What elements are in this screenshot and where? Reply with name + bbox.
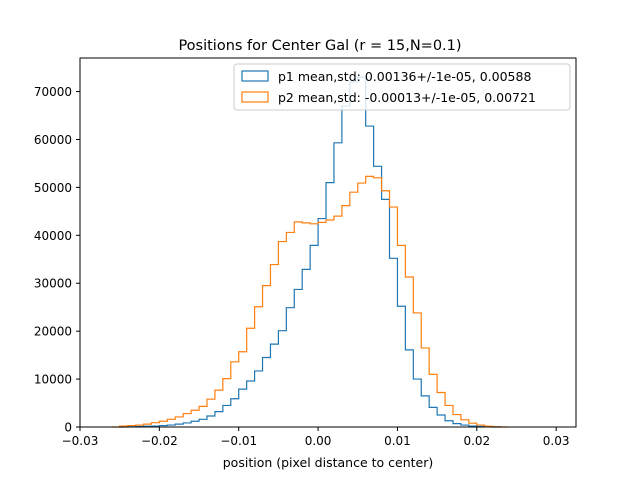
- y-tick-label: 60000: [34, 133, 72, 147]
- y-tick-label: 50000: [34, 181, 72, 195]
- y-tick-label: 0: [64, 421, 72, 435]
- x-tick-label: −0.02: [141, 434, 178, 448]
- x-axis-label: position (pixel distance to center): [223, 455, 433, 470]
- x-tick-label: 0.03: [543, 434, 570, 448]
- axes-frame: [79, 57, 577, 428]
- y-tick-label: 10000: [34, 373, 72, 387]
- x-tick-label: −0.03: [62, 434, 99, 448]
- series-2-histogram: [111, 175, 509, 428]
- legend-swatch-1: [241, 70, 269, 82]
- legend-label-2: p2 mean,std: -0.00013+/-1e-05, 0.00721: [278, 90, 536, 105]
- y-tick-label: 20000: [34, 325, 72, 339]
- legend: p1 mean,std: 0.00136+/-1e-05, 0.00588 p2 …: [233, 63, 571, 111]
- x-tick-label: −0.01: [220, 434, 257, 448]
- x-tick-label: 0.02: [463, 434, 490, 448]
- chart-title: Positions for Center Gal (r = 15,N=0.1): [178, 38, 461, 54]
- y-tick-label: 70000: [34, 85, 72, 99]
- legend-label-1: p1 mean,std: 0.00136+/-1e-05, 0.00588: [278, 69, 531, 84]
- x-tick-label: 0.00: [305, 434, 332, 448]
- legend-box: [233, 63, 571, 111]
- series-1-histogram: [119, 76, 501, 428]
- legend-swatch-2: [241, 91, 269, 103]
- x-tick-label: 0.01: [384, 434, 411, 448]
- plot-area: −0.03 −0.02 −0.01 0.00 0.01 0.02 0.03 0 10000 200…: [34, 57, 577, 448]
- y-tick-label: 30000: [34, 277, 72, 291]
- y-tick-label: 40000: [34, 229, 72, 243]
